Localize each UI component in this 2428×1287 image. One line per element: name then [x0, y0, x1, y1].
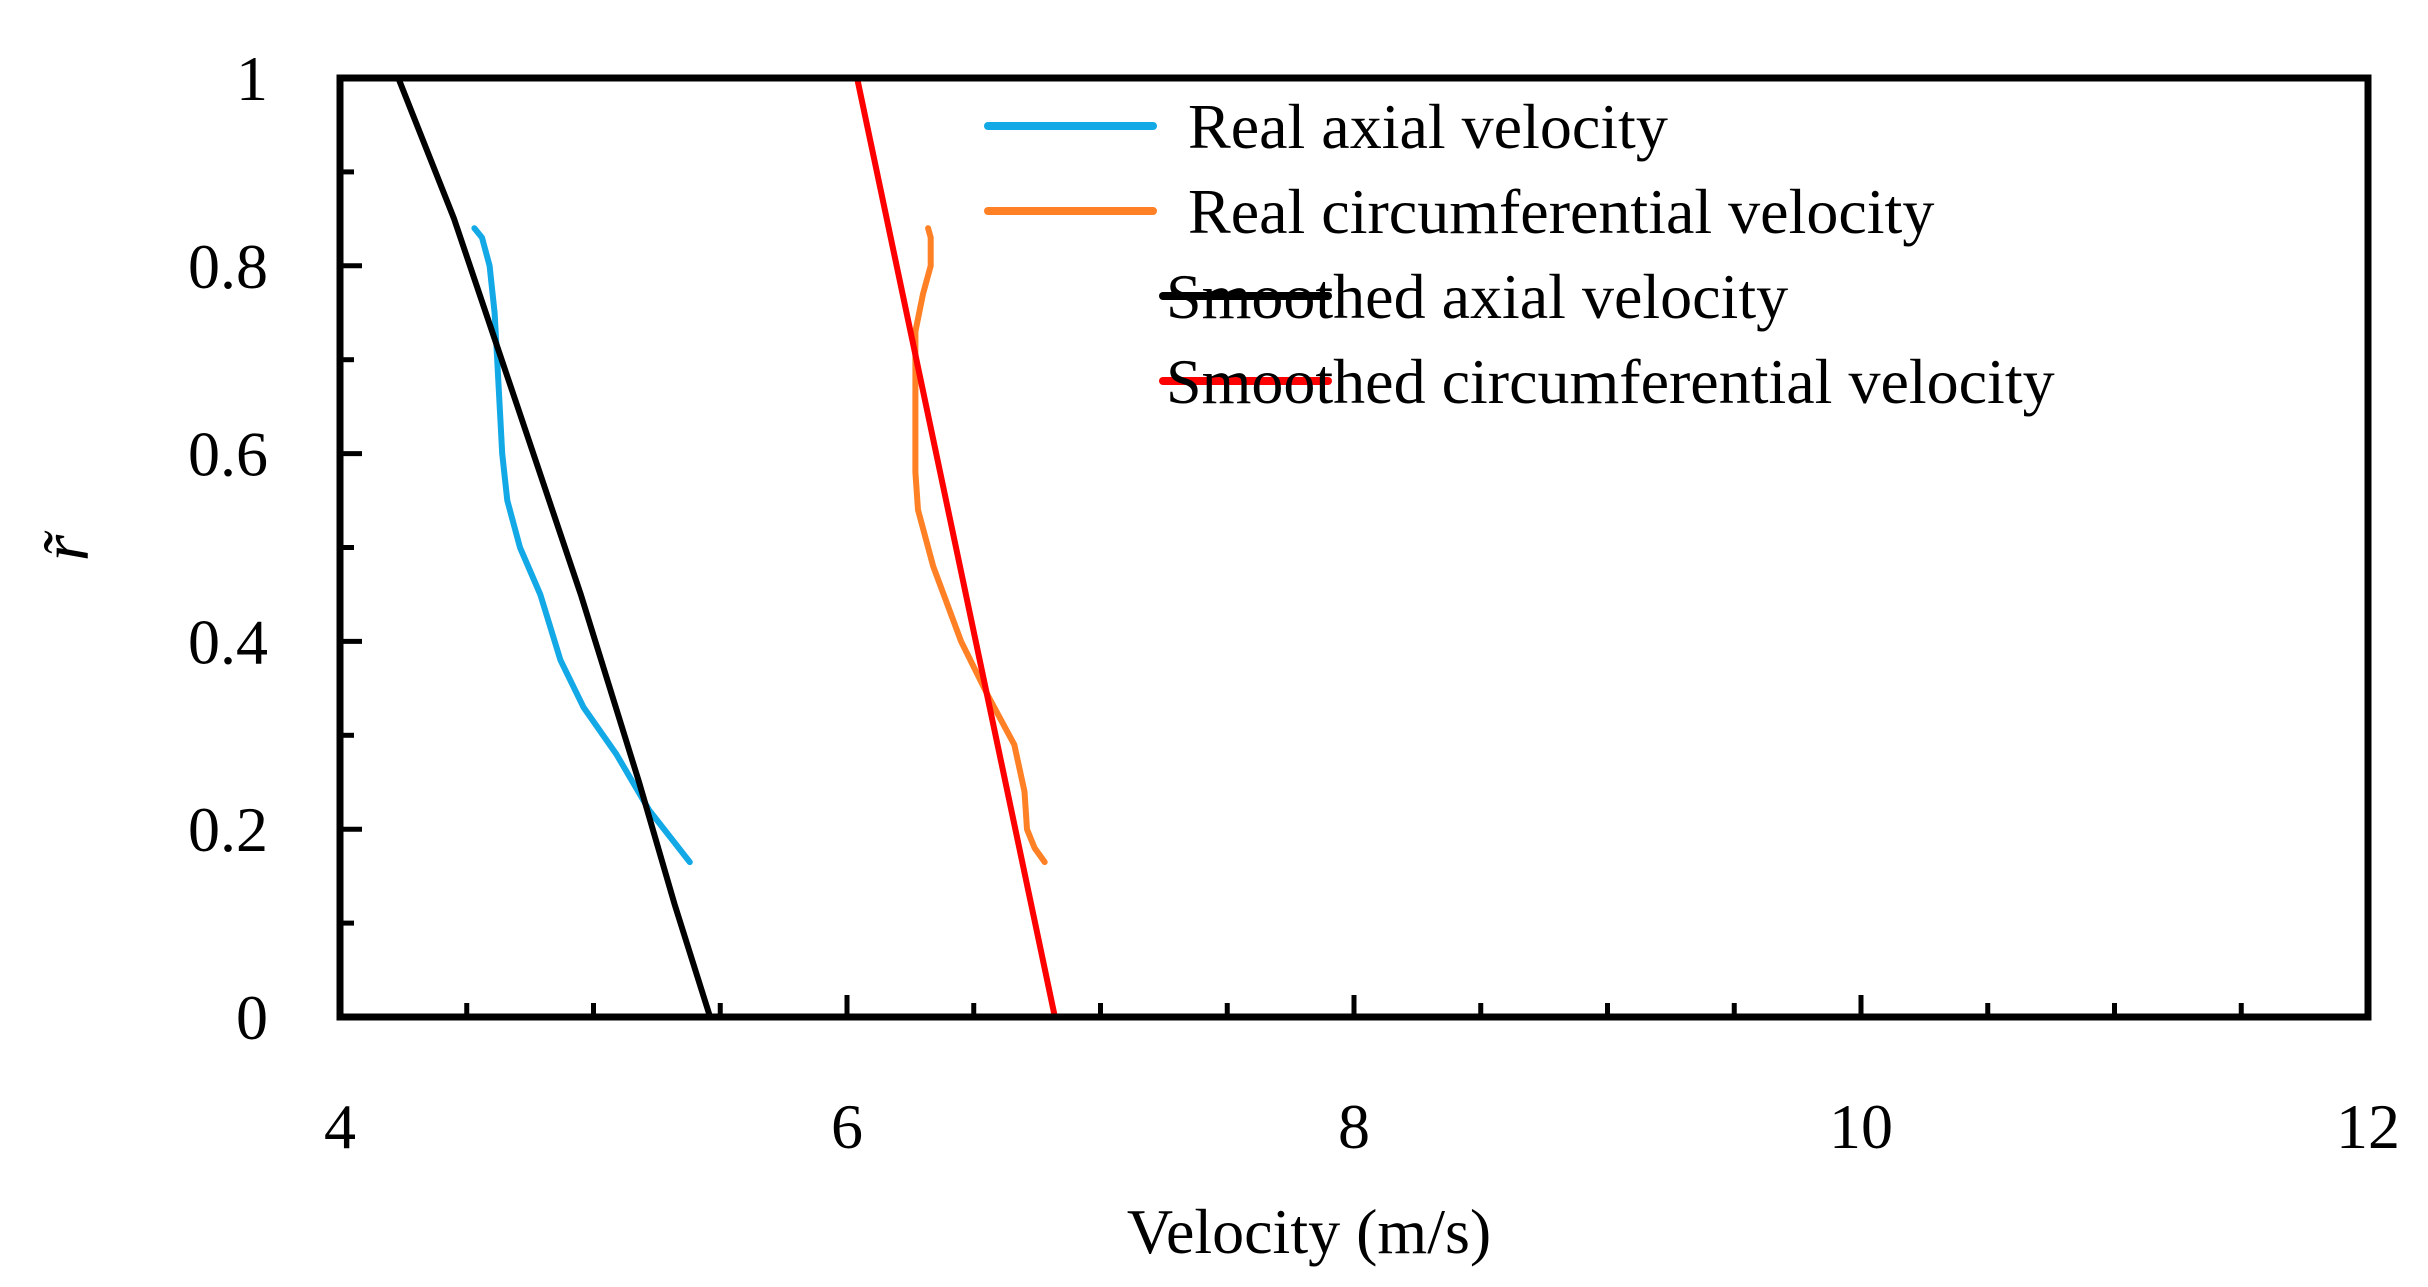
y-tick-label: 0.6 — [188, 419, 268, 490]
x-tick-label: 4 — [324, 1091, 356, 1162]
x-tick-label: 12 — [2336, 1091, 2400, 1162]
y-tick-label: 0.8 — [188, 231, 268, 302]
y-axis-label: r̃ — [27, 530, 103, 561]
x-axis-ticks — [337, 995, 2371, 1017]
y-tick-label: 1 — [236, 43, 268, 114]
legend-label-4: Smoothed circumferential velocity — [1166, 346, 2055, 417]
series-line-3 — [395, 78, 714, 1017]
series-line-2 — [912, 225, 1048, 866]
series-line-1 — [471, 225, 693, 866]
series-line-4 — [854, 78, 1058, 1017]
y-tick-label: 0.4 — [188, 606, 268, 677]
y-tick-label: 0.2 — [188, 794, 268, 865]
y-tick-label: 0 — [236, 982, 268, 1053]
legend-label-2: Real circumferential velocity — [1188, 176, 1934, 247]
x-axis-label: Velocity (m/s) — [1127, 1196, 1491, 1267]
plot-lines — [395, 78, 1058, 1017]
x-tick-label: 6 — [831, 1091, 863, 1162]
y-axis-ticks — [340, 75, 362, 1020]
x-axis-tick-labels: 4 6 8 10 12 — [324, 1091, 2400, 1162]
x-tick-label: 8 — [1338, 1091, 1370, 1162]
legend: Real axial velocity Real circumferential … — [984, 91, 2055, 417]
legend-label-1: Real axial velocity — [1188, 91, 1668, 162]
x-tick-label: 10 — [1829, 1091, 1893, 1162]
y-axis-tick-labels: 0 0.2 0.4 0.6 0.8 1 — [188, 43, 268, 1053]
legend-label-3: Smoothed axial velocity — [1166, 261, 1788, 332]
